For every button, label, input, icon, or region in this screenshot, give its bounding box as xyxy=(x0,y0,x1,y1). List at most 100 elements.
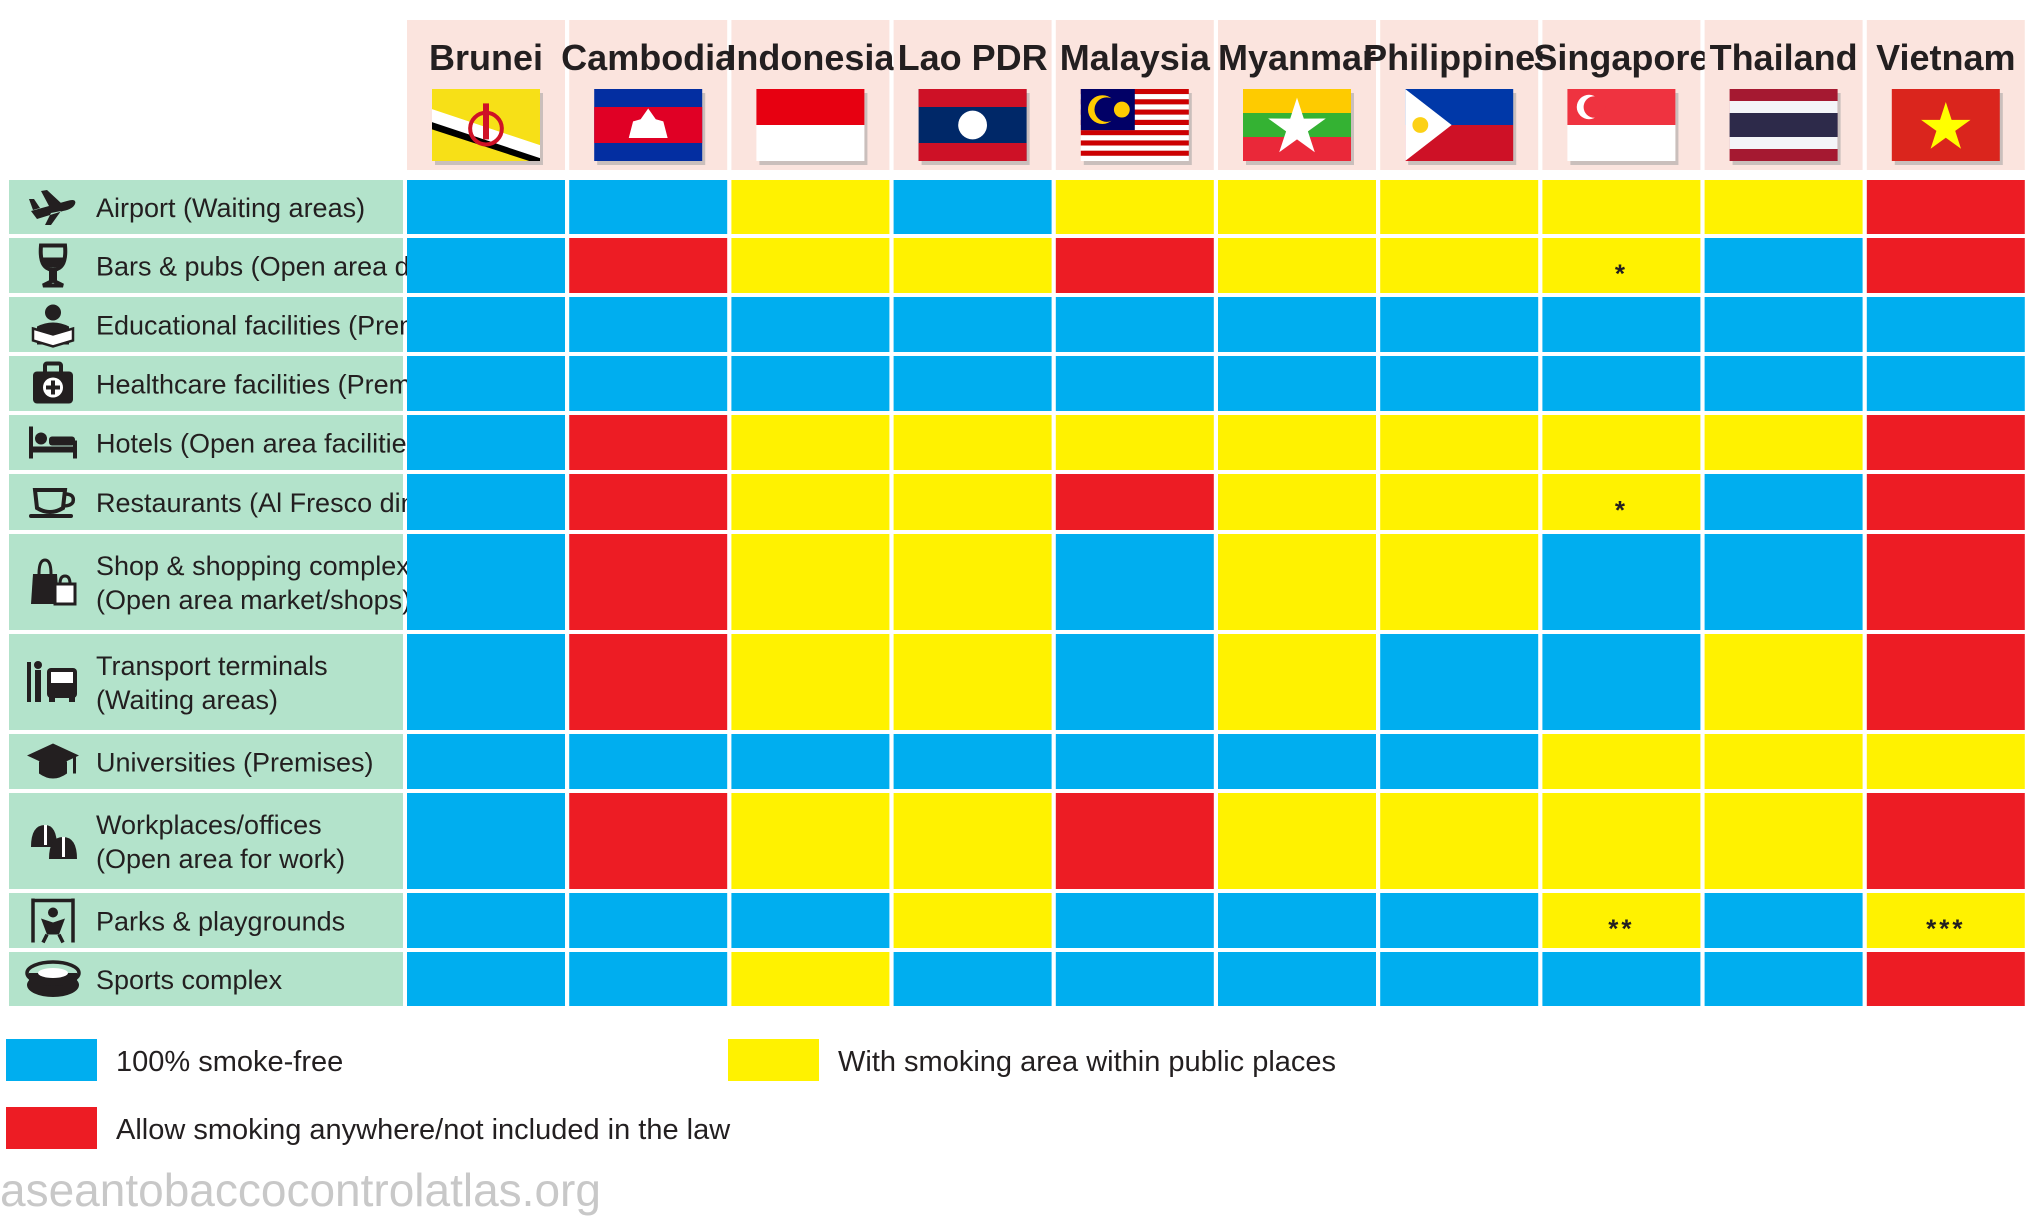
cell-indonesia-row-3 xyxy=(731,356,890,411)
column-header-thailand: Thailand xyxy=(1704,20,1863,170)
country-name: Lao PDR xyxy=(898,37,1048,78)
cell-malaysia-row-6 xyxy=(1055,534,1214,630)
graduation-cap-icon xyxy=(27,743,79,779)
cell-myanmar-row-0 xyxy=(1218,180,1376,234)
myanmar-flag-icon xyxy=(1243,89,1351,161)
cell-myanmar-row-6 xyxy=(1218,534,1376,630)
cell-vietnam-row-2 xyxy=(1866,297,2025,352)
cell-malaysia-row-4 xyxy=(1055,415,1214,470)
cell-singapore-row-1 xyxy=(1542,238,1701,293)
row-label-7: Transport terminals (Waiting areas) xyxy=(9,634,403,730)
row-label-bg xyxy=(9,238,403,293)
cell-indonesia-row-9 xyxy=(731,793,890,889)
cell-lao-pdr-row-10 xyxy=(893,893,1052,948)
legend-swatch xyxy=(728,1039,819,1081)
cell-thailand-row-10 xyxy=(1704,893,1863,948)
cell-vietnam-row-0 xyxy=(1866,180,2025,234)
cell-malaysia-row-8 xyxy=(1055,734,1214,789)
cell-singapore-row-4 xyxy=(1542,415,1701,470)
country-name: Brunei xyxy=(429,37,543,78)
cell-lao-pdr-row-11 xyxy=(893,952,1052,1006)
column-header-myanmar: Myanmar xyxy=(1218,20,1376,170)
cell-lao-pdr-row-9 xyxy=(893,793,1052,889)
legend-label: With smoking area within public places xyxy=(838,1046,1336,1078)
cell-cambodia-row-9 xyxy=(569,793,728,889)
cell-vietnam-row-3 xyxy=(1866,356,2025,411)
cell-brunei-row-0 xyxy=(407,180,565,234)
cell-indonesia-row-0 xyxy=(731,180,890,234)
country-name: Cambodia xyxy=(561,37,736,78)
row-label-text: Universities (Premises) xyxy=(96,748,374,778)
cell-thailand-row-11 xyxy=(1704,952,1863,1006)
cell-philippines-row-11 xyxy=(1380,952,1539,1006)
row-label-text: (Open area market/shops) xyxy=(96,585,411,615)
cell-thailand-row-1 xyxy=(1704,238,1863,293)
wine-glass-icon xyxy=(38,243,68,288)
row-label-6: Shop & shopping complex (Open area market… xyxy=(9,534,411,630)
row-label-bg xyxy=(9,180,403,234)
cell-cambodia-row-11 xyxy=(569,952,728,1006)
cell-cambodia-row-7 xyxy=(569,634,728,730)
row-label-4: Hotels (Open area facilities) xyxy=(9,415,429,470)
row-label-text: Healthcare facilities (Premises) xyxy=(96,370,468,400)
cell-singapore-row-3 xyxy=(1542,356,1701,411)
cell-malaysia-row-1 xyxy=(1055,238,1214,293)
row-label-layer: Airport (Waiting areas) Bars & pubs (Open… xyxy=(9,180,479,1006)
cell-malaysia-row-7 xyxy=(1055,634,1214,730)
cell-myanmar-row-9 xyxy=(1218,793,1376,889)
cell-singapore-row-5 xyxy=(1542,474,1701,530)
cell-singapore-row-10 xyxy=(1542,893,1701,948)
cell-brunei-row-5 xyxy=(407,474,565,530)
row-label-text: Shop & shopping complex xyxy=(96,551,410,581)
cell-brunei-row-10 xyxy=(407,893,565,948)
column-header-cambodia: Cambodia xyxy=(561,20,736,170)
cell-myanmar-row-10 xyxy=(1218,893,1376,948)
cell-malaysia-row-2 xyxy=(1055,297,1214,352)
row-label-bg xyxy=(9,297,403,352)
cell-philippines-row-3 xyxy=(1380,356,1539,411)
cell-brunei-row-6 xyxy=(407,534,565,630)
column-header-lao-pdr: Lao PDR xyxy=(893,20,1052,170)
swing-icon xyxy=(31,898,75,944)
cell-footnote-mark: *** xyxy=(1926,914,1965,944)
cell-brunei-row-9 xyxy=(407,793,565,889)
singapore-flag-icon xyxy=(1567,89,1676,161)
cell-cambodia-row-1 xyxy=(569,238,728,293)
cell-cambodia-row-8 xyxy=(569,734,728,789)
cell-brunei-row-1 xyxy=(407,238,565,293)
watermark: aseantobaccocontrolatlas.org xyxy=(0,1164,601,1216)
country-name: Myanmar xyxy=(1218,37,1376,78)
cell-cambodia-row-5 xyxy=(569,474,728,530)
cell-philippines-row-9 xyxy=(1380,793,1539,889)
cell-indonesia-row-11 xyxy=(731,952,890,1006)
cell-singapore-row-7 xyxy=(1542,634,1701,730)
vietnam-flag-icon xyxy=(1891,89,2000,161)
row-label-1: Bars & pubs (Open area dining) xyxy=(9,238,476,293)
row-label-3: Healthcare facilities (Premises) xyxy=(9,356,468,411)
cell-vietnam-row-4 xyxy=(1866,415,2025,470)
row-label-bg xyxy=(9,793,403,889)
cell-philippines-row-0 xyxy=(1380,180,1539,234)
student-reading-icon xyxy=(31,304,75,348)
cell-footnote-mark: ** xyxy=(1608,914,1634,944)
cell-myanmar-row-11 xyxy=(1218,952,1376,1006)
cell-indonesia-row-6 xyxy=(731,534,890,630)
cell-brunei-row-8 xyxy=(407,734,565,789)
legend-item-allowed: Allow smoking anywhere/not included in t… xyxy=(6,1107,731,1149)
legend-item-smoking-area: With smoking area within public places xyxy=(728,1039,1336,1081)
cell-cambodia-row-10 xyxy=(569,893,728,948)
column-header-philippines: Philippines xyxy=(1363,20,1555,170)
cell-malaysia-row-3 xyxy=(1055,356,1214,411)
cell-lao-pdr-row-2 xyxy=(893,297,1052,352)
philippines-flag-icon xyxy=(1405,89,1514,161)
cell-vietnam-row-9 xyxy=(1866,793,2025,889)
cell-thailand-row-5 xyxy=(1704,474,1863,530)
cell-vietnam-row-1 xyxy=(1866,238,2025,293)
bed-icon xyxy=(29,426,77,459)
cell-brunei-row-2 xyxy=(407,297,565,352)
cell-myanmar-row-2 xyxy=(1218,297,1376,352)
column-header-malaysia: Malaysia xyxy=(1055,20,1214,170)
legend-label: 100% smoke-free xyxy=(116,1046,343,1078)
cell-philippines-row-2 xyxy=(1380,297,1539,352)
